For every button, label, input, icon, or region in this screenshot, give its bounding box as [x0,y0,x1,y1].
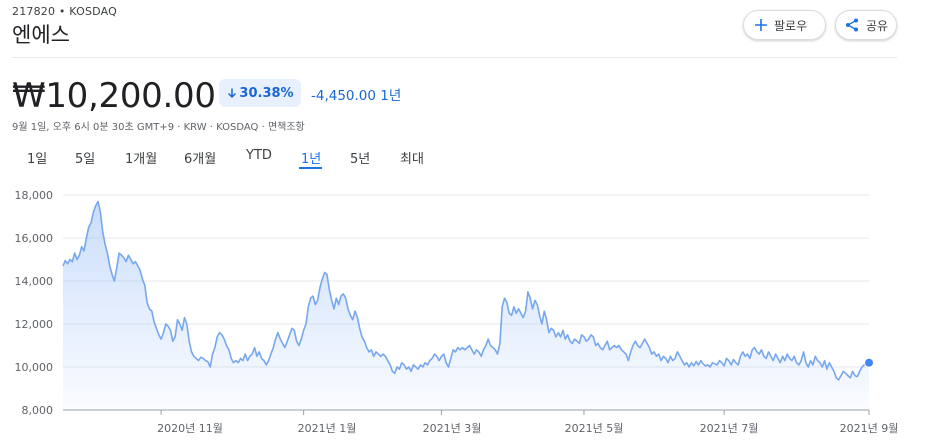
tab-1m[interactable]: 1개월 [125,152,158,167]
price-line [62,200,869,381]
change-percent: 30.38% [239,85,294,101]
y-tick-label: 10,000 [14,361,54,374]
tab-5y[interactable]: 5년 [350,152,371,167]
change-percent-badge: 30.38% [219,79,301,107]
change-absolute: -4,450.00 1년 [311,88,402,104]
x-tick-label: 2021년 7월 [699,422,759,435]
active-tab-indicator [299,167,322,169]
current-price: ₩10,200.00 [12,76,216,116]
x-tick-label: 2021년 9월 [839,422,899,435]
tab-1d[interactable]: 1일 [27,152,48,167]
tab-5d[interactable]: 5일 [75,152,96,167]
price-area-fill [63,201,869,410]
header-divider [12,57,897,58]
share-label: 공유 [866,18,889,33]
quote-meta: 9월 1일, 오후 6시 0분 30초 GMT+9 · KRW · KOSDAQ… [12,122,305,133]
y-tick-label: 18,000 [14,189,54,202]
x-tick-label: 2021년 5월 [564,422,624,435]
y-tick-label: 16,000 [14,232,54,245]
x-tick-label: 2021년 1월 [297,422,357,435]
current-price-point [864,357,874,368]
tab-6m[interactable]: 6개월 [184,152,217,167]
share-button[interactable]: 공유 [835,10,897,40]
arrow-down-icon [228,88,237,99]
tab-ytd[interactable]: YTD [246,148,272,163]
x-tick-label: 2021년 3월 [422,422,482,435]
tab-1y[interactable]: 1년 [301,152,322,167]
y-tick-label: 14,000 [14,275,54,288]
y-tick-label: 12,000 [14,318,54,331]
follow-label: 팔로우 [774,18,808,33]
x-tick-label: 2020년 11월 [157,422,223,435]
y-tick-label: 8,000 [21,404,54,417]
ticker-exchange: 217820 • KOSDAQ [12,5,117,18]
share-icon [846,18,858,32]
follow-button[interactable]: 팔로우 [743,10,826,40]
company-name: 엔에스 [12,23,70,47]
plus-icon [755,19,767,31]
tab-max[interactable]: 최대 [400,152,424,167]
